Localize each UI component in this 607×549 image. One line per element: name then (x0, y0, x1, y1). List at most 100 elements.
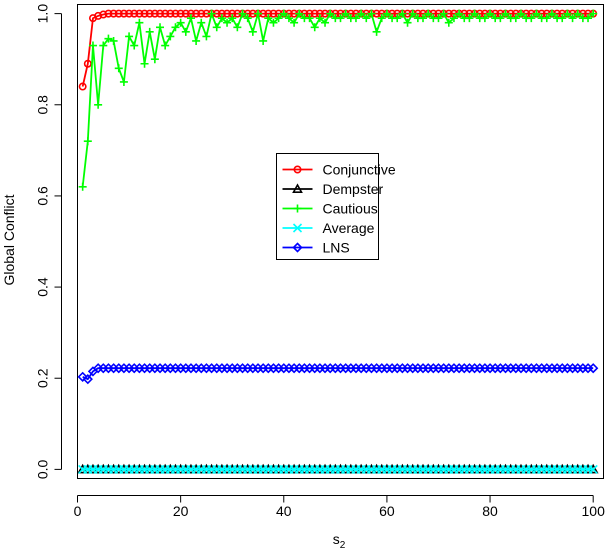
data-point-cautious (109, 36, 118, 45)
data-point-cautious (284, 14, 293, 23)
data-point-cautious (88, 41, 97, 50)
data-point-cautious (393, 14, 402, 23)
data-point-cautious (150, 55, 159, 64)
x-tick-label: 100 (582, 503, 606, 519)
legend-item-average: Average (282, 220, 375, 236)
data-point-cautious (480, 14, 489, 23)
data-point-conjunctive (109, 9, 118, 18)
legend-label-conjunctive: Conjunctive (323, 162, 396, 178)
x-tick-label: 60 (379, 503, 395, 519)
legend-label-lns: LNS (323, 240, 350, 256)
legend-box (276, 153, 379, 260)
data-point-lns (77, 371, 88, 382)
data-point-cautious (192, 36, 201, 45)
data-point-conjunctive (104, 9, 113, 18)
data-point-cautious (197, 18, 206, 27)
data-point-cautious (264, 14, 273, 23)
data-point-cautious (563, 9, 572, 18)
data-point-conjunctive (156, 9, 165, 18)
data-point-conjunctive (176, 9, 185, 18)
legend-label-dempster: Dempster (323, 181, 384, 197)
legend-swatch-marker (293, 204, 302, 213)
data-point-lns (588, 363, 599, 374)
data-point-cautious (238, 9, 247, 18)
legend: Conjunctive Dempster Cautious Average LNS (276, 153, 396, 260)
data-point-cautious (161, 41, 170, 50)
data-point-cautious (516, 9, 525, 18)
data-point-cautious (135, 18, 144, 27)
data-point-conjunctive (197, 9, 206, 18)
x-tick-label: 40 (276, 503, 292, 519)
data-point-cautious (243, 14, 252, 23)
data-point-conjunctive (78, 82, 87, 91)
data-point-cautious (558, 14, 567, 23)
data-point-cautious (486, 9, 495, 18)
data-point-cautious (176, 18, 185, 27)
y-tick-label: 1.0 (35, 4, 51, 24)
data-point-cautious (83, 137, 92, 146)
data-point-cautious (511, 14, 520, 23)
data-point-cautious (114, 64, 123, 73)
data-point-cautious (186, 14, 195, 23)
data-point-cautious (542, 14, 551, 23)
legend-item-lns: LNS (282, 240, 350, 256)
data-point-conjunctive (269, 9, 278, 18)
series-layer (77, 9, 599, 474)
legend-swatch-marker (292, 223, 303, 233)
x-tick-label: 80 (482, 503, 498, 519)
legend-label-average: Average (323, 220, 375, 236)
data-point-cautious (547, 9, 556, 18)
data-point-conjunctive (310, 9, 319, 18)
data-point-cautious (501, 9, 510, 18)
data-point-cautious (434, 14, 443, 23)
data-point-cautious (465, 14, 474, 23)
data-point-conjunctive (145, 9, 154, 18)
data-point-conjunctive (171, 9, 180, 18)
data-point-cautious (382, 9, 391, 18)
data-point-cautious (419, 14, 428, 23)
legend-label-cautious: Cautious (323, 201, 378, 217)
data-point-conjunctive (135, 9, 144, 18)
data-point-conjunctive (94, 11, 103, 20)
data-point-cautious (166, 32, 175, 41)
data-point-conjunctive (223, 9, 232, 18)
series-line-lns (82, 367, 594, 381)
data-point-cautious (295, 9, 304, 18)
legend-swatch-marker (292, 242, 303, 253)
data-point-cautious (228, 14, 237, 23)
x-axis-title: s2 (333, 531, 346, 549)
data-point-cautious (233, 23, 242, 32)
data-point-cautious (305, 14, 314, 23)
data-point-conjunctive (166, 9, 175, 18)
data-point-cautious (527, 14, 536, 23)
legend-item-conjunctive: Conjunctive (282, 162, 396, 178)
data-point-cautious (125, 32, 134, 41)
data-point-cautious (145, 27, 154, 36)
y-tick-label: 0.4 (35, 277, 51, 297)
data-point-cautious (207, 9, 216, 18)
data-point-cautious (444, 18, 453, 27)
data-point-cautious (78, 182, 87, 191)
legend-item-cautious: Cautious (282, 201, 378, 217)
x-tick-label: 0 (74, 503, 82, 519)
data-point-cautious (130, 41, 139, 50)
data-point-cautious (119, 77, 128, 86)
data-point-cautious (326, 9, 335, 18)
data-point-cautious (455, 9, 464, 18)
series-lns (77, 363, 599, 385)
data-point-cautious (104, 34, 113, 43)
data-point-conjunctive (181, 9, 190, 18)
data-point-cautious (94, 100, 103, 109)
data-point-cautious (274, 14, 283, 23)
data-point-conjunctive (192, 9, 201, 18)
legend-swatch-marker (292, 183, 303, 193)
data-point-cautious (398, 9, 407, 18)
data-point-cautious (408, 9, 417, 18)
legend-swatch-marker (293, 165, 302, 174)
data-point-cautious (449, 14, 458, 23)
data-point-cautious (253, 9, 262, 18)
legend-item-dempster: Dempster (282, 181, 384, 197)
data-point-cautious (568, 14, 577, 23)
